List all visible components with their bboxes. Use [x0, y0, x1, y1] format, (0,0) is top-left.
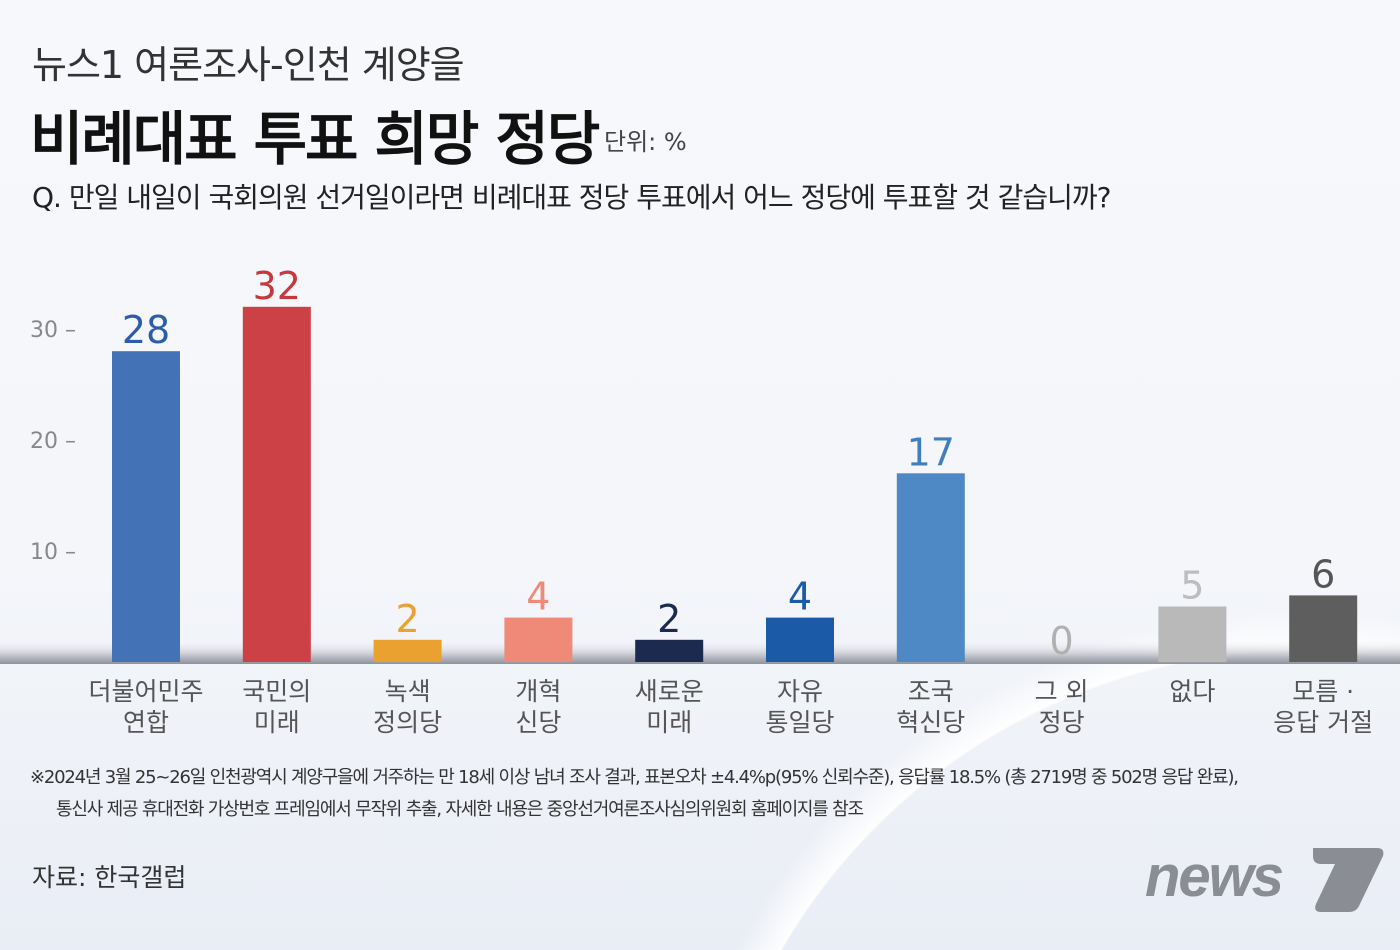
category-label: 모름 · 응답 거절	[1273, 677, 1373, 737]
footnote-line1: ※2024년 3월 25~26일 인천광역시 계양구을에 거주하는 만 18세 …	[30, 767, 1239, 788]
category-label: 그 외 정당	[1035, 677, 1089, 737]
data-label: 5	[1180, 564, 1204, 608]
data-label: 4	[788, 575, 812, 619]
category-label: 녹색 정의당	[373, 677, 442, 737]
y-tick-label: 30 –	[30, 318, 76, 343]
news1-logo: news	[1145, 844, 1384, 912]
bar	[504, 617, 573, 662]
page-title: 비례대표 투표 희망 정당	[30, 105, 600, 173]
data-label: 28	[122, 308, 170, 352]
category-label: 자유 통일당	[765, 677, 834, 737]
footnote: ※2024년 3월 25~26일 인천광역시 계양구을에 거주하는 만 18세 …	[30, 762, 1390, 826]
bar	[242, 306, 311, 662]
category-label: 새로운 미래	[635, 677, 704, 737]
survey-question: Q. 만일 내일이 국회의원 선거일이라면 비례대표 정당 투표에서 어느 정당…	[32, 181, 1112, 214]
bar	[766, 617, 834, 662]
y-tick-label: 20 –	[30, 429, 76, 454]
footnote-line2: 통신사 제공 휴대전화 가상번호 프레임에서 무작위 추출, 자세한 내용은 중…	[56, 799, 864, 820]
bar	[112, 351, 180, 662]
title-line1: 뉴스1 여론조사-인천 계양을	[32, 43, 465, 87]
data-label: 2	[396, 597, 420, 641]
bar	[1158, 606, 1227, 662]
category-label: 없다	[1169, 677, 1215, 706]
category-label: 조국 혁신당	[896, 677, 965, 737]
category-label: 더불어민주 연합	[88, 677, 203, 737]
category-label: 개혁 신당	[515, 677, 561, 737]
bar	[896, 473, 965, 662]
bar-chart: 10 – 20 – 30 – 28 더불어민주 연합 32 국민의 미래 2 녹색 정의당 4 개혁 신당…	[0, 264, 1400, 737]
bar	[635, 639, 704, 662]
data-label: 6	[1311, 552, 1335, 596]
y-tick-label: 10 –	[30, 540, 76, 565]
category-label: 국민의 미래	[242, 677, 311, 737]
data-label: 0	[1050, 619, 1074, 663]
svg-text:news: news	[1145, 844, 1283, 909]
bar	[373, 639, 442, 662]
data-label: 4	[526, 575, 550, 619]
source-label: 자료: 한국갤럽	[32, 863, 187, 892]
data-label: 17	[907, 430, 955, 474]
bar	[1289, 595, 1358, 662]
unit-label: 단위: %	[604, 128, 687, 156]
data-label: 2	[657, 597, 681, 641]
data-label: 32	[253, 264, 301, 308]
